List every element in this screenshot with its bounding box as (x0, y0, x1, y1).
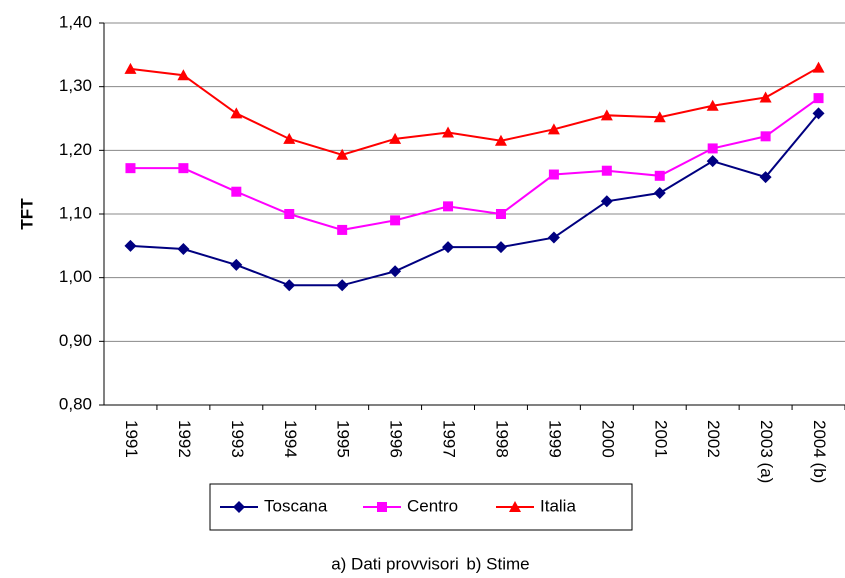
footnote: b) Stime (466, 554, 529, 573)
marker (600, 109, 613, 121)
marker (442, 241, 455, 254)
marker (812, 107, 825, 120)
y-tick-label: 1,20 (59, 140, 92, 159)
marker (230, 258, 243, 271)
x-tick-label: 2002 (704, 420, 723, 458)
marker (495, 209, 506, 219)
y-axis-title: TFT (17, 198, 36, 230)
marker (759, 171, 772, 184)
legend-label: Toscana (264, 496, 328, 515)
y-tick-label: 1,10 (59, 203, 92, 222)
x-tick-label: 1997 (440, 420, 459, 458)
marker (813, 93, 824, 104)
series-line (130, 97, 820, 231)
marker (706, 155, 719, 168)
marker (230, 107, 243, 119)
x-tick-label: 1999 (545, 420, 564, 458)
marker (494, 241, 507, 254)
x-tick-label: 1994 (281, 420, 300, 458)
marker (283, 132, 296, 144)
marker (125, 163, 136, 174)
marker (389, 265, 402, 278)
marker (178, 163, 189, 174)
x-tick-label: 1991 (122, 420, 141, 458)
y-tick-label: 1,00 (59, 267, 92, 286)
marker (653, 186, 666, 199)
marker (284, 209, 295, 219)
marker (547, 123, 560, 135)
x-tick-label: 1995 (334, 420, 353, 458)
marker (760, 131, 771, 142)
marker (653, 111, 666, 123)
legend-label: Centro (407, 496, 458, 515)
marker (389, 132, 402, 144)
marker (443, 201, 454, 212)
marker (124, 62, 137, 74)
series-line (130, 66, 820, 156)
marker (601, 165, 612, 176)
marker (377, 502, 387, 512)
y-tick-label: 0,90 (59, 331, 92, 350)
x-tick-label: 1998 (492, 420, 511, 458)
marker (707, 143, 718, 154)
marker (654, 170, 665, 181)
x-tick-label: 2004 (b) (810, 420, 829, 483)
y-tick-label: 1,40 (59, 12, 92, 31)
x-tick-label: 1993 (228, 420, 247, 458)
marker (509, 501, 521, 512)
y-tick-label: 0,80 (59, 394, 92, 413)
marker (231, 186, 242, 197)
x-tick-label: 2003 (a) (757, 420, 776, 483)
marker (442, 126, 455, 138)
marker (390, 215, 401, 226)
marker (124, 239, 137, 252)
marker (177, 69, 190, 81)
marker (812, 61, 825, 73)
footnote: a) Dati provvisori (331, 554, 459, 573)
legend-label: Italia (540, 496, 576, 515)
y-tick-label: 1,30 (59, 76, 92, 95)
marker (336, 279, 349, 292)
marker (759, 91, 772, 103)
marker (706, 99, 719, 111)
series-line (130, 112, 820, 287)
marker (547, 231, 560, 244)
marker (233, 501, 245, 513)
x-tick-label: 2000 (598, 420, 617, 458)
x-tick-label: 2001 (651, 420, 670, 458)
marker (283, 279, 296, 292)
marker (336, 148, 349, 160)
marker (494, 134, 507, 146)
legend-box (209, 483, 633, 531)
x-tick-label: 1996 (387, 420, 406, 458)
x-tick-label: 1992 (175, 420, 194, 458)
marker (177, 243, 190, 256)
marker (548, 169, 559, 180)
marker (600, 195, 613, 208)
marker (337, 224, 348, 235)
